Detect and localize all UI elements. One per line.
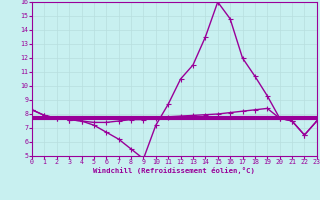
X-axis label: Windchill (Refroidissement éolien,°C): Windchill (Refroidissement éolien,°C) [93,167,255,174]
